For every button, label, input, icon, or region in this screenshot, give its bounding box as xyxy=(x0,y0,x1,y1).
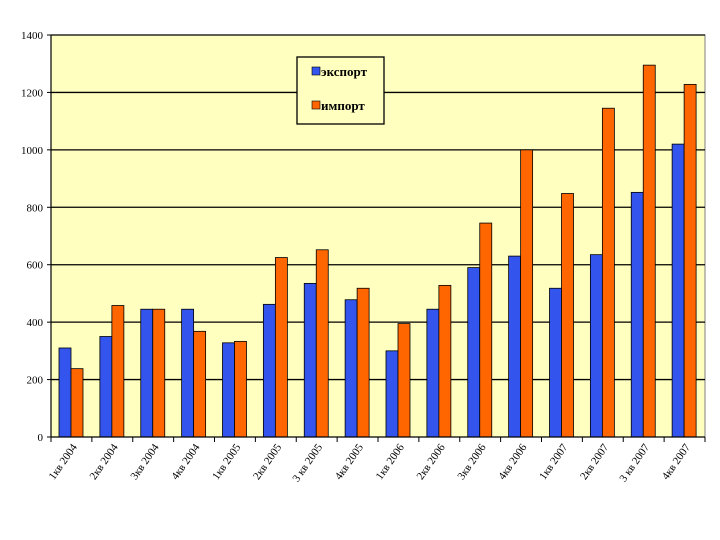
bar-export xyxy=(426,308,440,438)
bar-export xyxy=(58,347,72,438)
x-tick-label: 2кв 2007 xyxy=(578,441,612,482)
bar-import xyxy=(356,287,370,438)
legend-label-import: импорт xyxy=(321,98,365,113)
x-tick-label: 4кв 2004 xyxy=(169,441,203,482)
bar-import xyxy=(70,368,84,438)
bar-import xyxy=(520,149,534,438)
y-tick-label: 400 xyxy=(27,317,44,329)
bar-import xyxy=(397,323,411,438)
y-tick-label: 600 xyxy=(27,260,44,272)
x-tick-label: 4кв 2006 xyxy=(496,441,530,482)
y-tick-label: 200 xyxy=(27,375,44,387)
x-axis-ticks: 1кв 2004 2кв 2004 3кв 2004 4кв 2004 1кв 2005… xyxy=(47,437,706,484)
x-tick-label: 1кв 2005 xyxy=(210,441,244,482)
bar-import xyxy=(642,64,656,438)
bar-export xyxy=(671,143,685,438)
x-tick-label: 2кв 2005 xyxy=(251,441,285,482)
bar-export xyxy=(262,303,276,438)
bar-export xyxy=(385,350,399,438)
bar-import xyxy=(438,284,452,438)
x-tick-label: 3кв 2006 xyxy=(455,441,489,482)
y-tick-label: 1400 xyxy=(21,30,44,42)
bar-import xyxy=(315,249,329,438)
legend-swatch-import xyxy=(311,100,321,110)
y-tick-label: 1200 xyxy=(21,87,44,99)
x-tick-label: 1кв 2004 xyxy=(47,441,81,482)
bar-export xyxy=(181,308,195,438)
y-tick-label: 0 xyxy=(38,432,44,444)
bar-import xyxy=(274,257,288,438)
y-axis-ticks: 0 200 400 600 800 1000 1200 1400 xyxy=(21,30,51,444)
x-tick-label: 4кв 2007 xyxy=(660,441,694,482)
bar-import xyxy=(152,308,166,438)
x-tick-label: 1кв 2007 xyxy=(537,441,571,482)
legend: экспорт импорт xyxy=(296,56,385,125)
bar-export xyxy=(467,267,481,438)
bar-import xyxy=(234,340,247,438)
x-tick-label: 2кв 2004 xyxy=(88,441,122,482)
bar-export xyxy=(589,254,603,438)
bar-export xyxy=(222,342,235,438)
x-tick-label: 2кв 2006 xyxy=(415,441,449,482)
legend-label-export: экспорт xyxy=(321,64,368,79)
bar-export xyxy=(99,336,113,438)
legend-swatch-export xyxy=(311,66,321,76)
x-tick-label: 1кв 2006 xyxy=(374,441,408,482)
bars xyxy=(58,64,697,438)
y-tick-label: 1000 xyxy=(21,145,44,157)
y-tick-label: 800 xyxy=(27,202,44,214)
bar-export xyxy=(140,308,154,438)
bar-import xyxy=(111,305,125,438)
bar-export xyxy=(508,255,522,438)
x-tick-label: 3кв 2004 xyxy=(128,441,162,482)
bar-export xyxy=(344,299,358,438)
x-tick-label: 3 кв 2005 xyxy=(290,441,325,484)
legend-box xyxy=(296,56,385,125)
bar-export xyxy=(549,287,562,438)
x-tick-label: 3 кв 2007 xyxy=(617,441,652,484)
x-tick-label: 4кв 2005 xyxy=(333,441,367,482)
bar-import xyxy=(479,222,493,438)
bar-import xyxy=(561,193,574,438)
bar-export xyxy=(303,282,317,438)
bar-export xyxy=(630,191,644,438)
bar-import xyxy=(193,330,207,438)
bar-import xyxy=(683,83,697,438)
bar-import xyxy=(601,107,615,438)
